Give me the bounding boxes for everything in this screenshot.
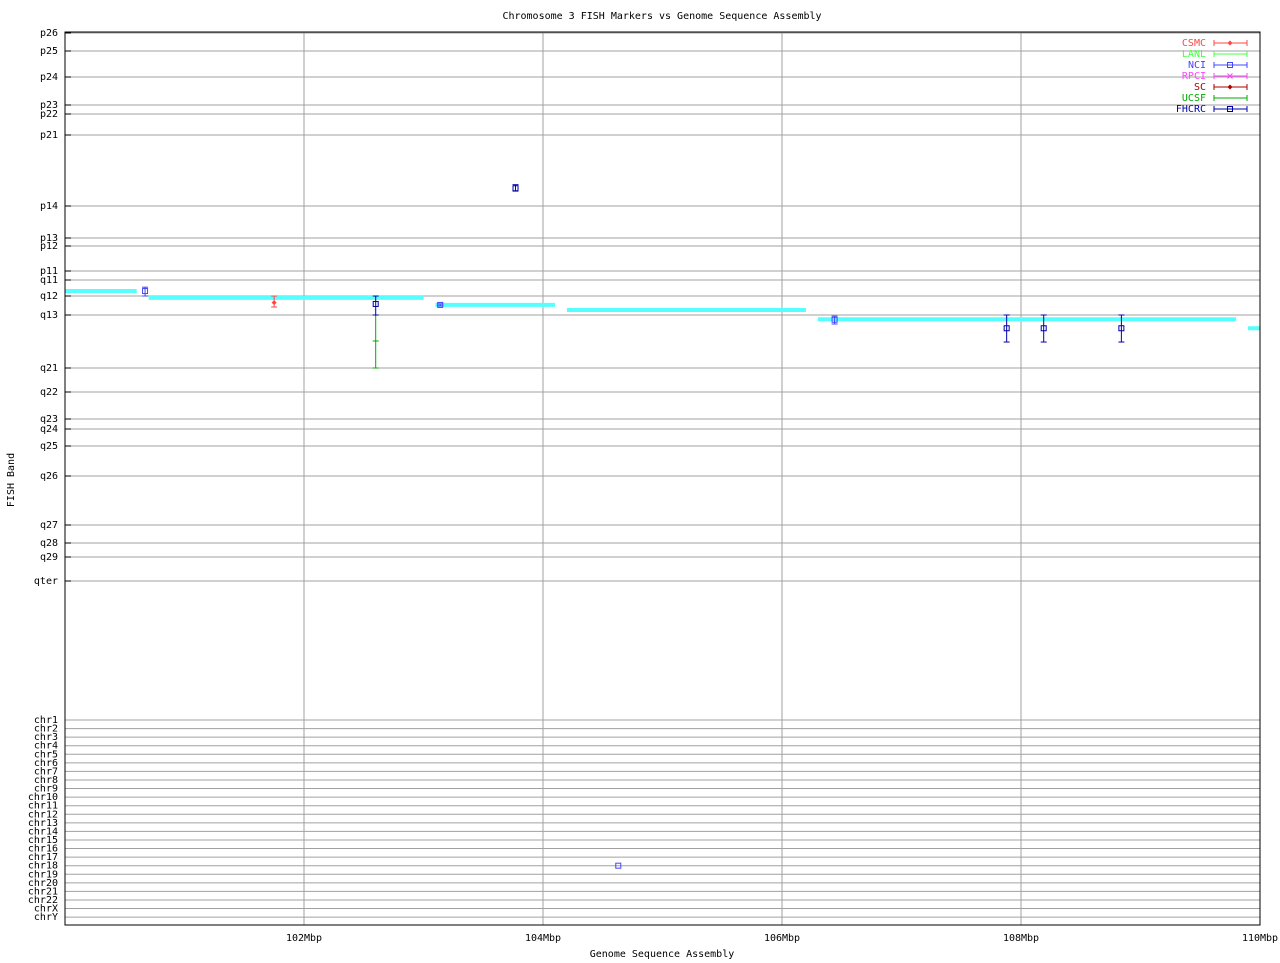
y-tick-label: q22 — [40, 387, 58, 398]
y-tick-label: q21 — [40, 363, 58, 374]
chromosome-label: chr13 — [28, 818, 58, 829]
chromosome-label: chrY — [34, 912, 58, 923]
legend-symbol — [1227, 84, 1233, 90]
y-tick-label: p23 — [40, 100, 58, 111]
data-point — [372, 300, 379, 307]
chromosome-label: chr19 — [28, 869, 58, 880]
data-point — [615, 862, 622, 869]
chromosome-label: chr14 — [28, 826, 58, 837]
y-tick-label: q26 — [40, 471, 58, 482]
chart-title: Chromosome 3 FISH Markers vs Genome Sequ… — [502, 11, 821, 22]
data-point — [1118, 325, 1125, 332]
y-tick-label: q12 — [40, 291, 58, 302]
chromosome-label: chr22 — [28, 895, 58, 906]
y-tick-label: qter — [34, 576, 58, 587]
y-tick-label: p22 — [40, 109, 58, 120]
y-tick-label: q28 — [40, 538, 58, 549]
y-tick-label: q24 — [40, 424, 58, 435]
legend-symbol — [1227, 106, 1233, 112]
y-tick-label: p13 — [40, 233, 58, 244]
chromosome-label: chr4 — [34, 741, 58, 752]
chromosome-label: chr12 — [28, 809, 58, 820]
y-tick-label: q25 — [40, 441, 58, 452]
y-tick-label: q29 — [40, 552, 58, 563]
y-axis-label: FISH Band — [6, 453, 17, 507]
legend-symbol — [1227, 40, 1233, 46]
legend-label: LANL — [1182, 49, 1206, 60]
data-point — [1003, 325, 1010, 332]
legend-label: FHCRC — [1176, 104, 1206, 115]
legend-symbol — [1227, 73, 1233, 79]
legend-label: RPCI — [1182, 71, 1206, 82]
x-axis-label: Genome Sequence Assembly — [590, 949, 735, 960]
chromosome-label: chr8 — [34, 775, 58, 786]
x-tick-label: 106Mbp — [764, 933, 800, 944]
legend-label: CSMC — [1182, 38, 1206, 49]
y-tick-label: p21 — [40, 130, 58, 141]
chromosome-label: chr5 — [34, 749, 58, 760]
y-tick-label: p11 — [40, 266, 58, 277]
chromosome-label: chr18 — [28, 861, 58, 872]
data-point — [512, 185, 519, 192]
chromosome-label: chr7 — [34, 766, 58, 777]
chromosome-label: chr9 — [34, 784, 58, 795]
chromosome-label: chr2 — [34, 724, 58, 735]
y-tick-label: q23 — [40, 414, 58, 425]
x-tick-label: 110Mbp — [1242, 933, 1278, 944]
chromosome-label: chr17 — [28, 852, 58, 863]
y-tick-label: p26 — [40, 28, 58, 39]
legend-label: NCI — [1188, 60, 1206, 71]
chromosome-label: chr1 — [34, 715, 58, 726]
y-tick-label: p12 — [40, 241, 58, 252]
data-point — [1040, 325, 1047, 332]
data-point — [831, 316, 838, 323]
legend-symbol — [1227, 62, 1233, 68]
legend-label: UCSF — [1182, 93, 1206, 104]
y-tick-label: p14 — [40, 201, 58, 212]
chromosome-label: chr10 — [28, 792, 58, 803]
chromosome-label: chr15 — [28, 835, 58, 846]
data-point — [437, 301, 444, 308]
y-tick-label: q27 — [40, 520, 58, 531]
plot-frame — [64, 31, 1261, 926]
x-tick-label: 104Mbp — [525, 933, 561, 944]
y-tick-label: p24 — [40, 72, 58, 83]
chromosome-label: chr20 — [28, 878, 58, 889]
chromosome-label: chr3 — [34, 732, 58, 743]
data-point — [142, 288, 149, 295]
y-tick-label: q11 — [40, 275, 58, 286]
chromosome-label: chr21 — [28, 886, 58, 897]
chromosome-label: chrX — [34, 904, 58, 915]
chromosome-label: chr6 — [34, 758, 58, 769]
legend-label: SC — [1194, 82, 1206, 93]
chromosome-label: chr16 — [28, 844, 58, 855]
data-point — [271, 300, 277, 306]
y-tick-label: q13 — [40, 310, 58, 321]
x-tick-label: 102Mbp — [286, 933, 322, 944]
y-tick-label: p25 — [40, 46, 58, 57]
chromosome-label: chr11 — [28, 801, 58, 812]
x-tick-label: 108Mbp — [1003, 933, 1039, 944]
